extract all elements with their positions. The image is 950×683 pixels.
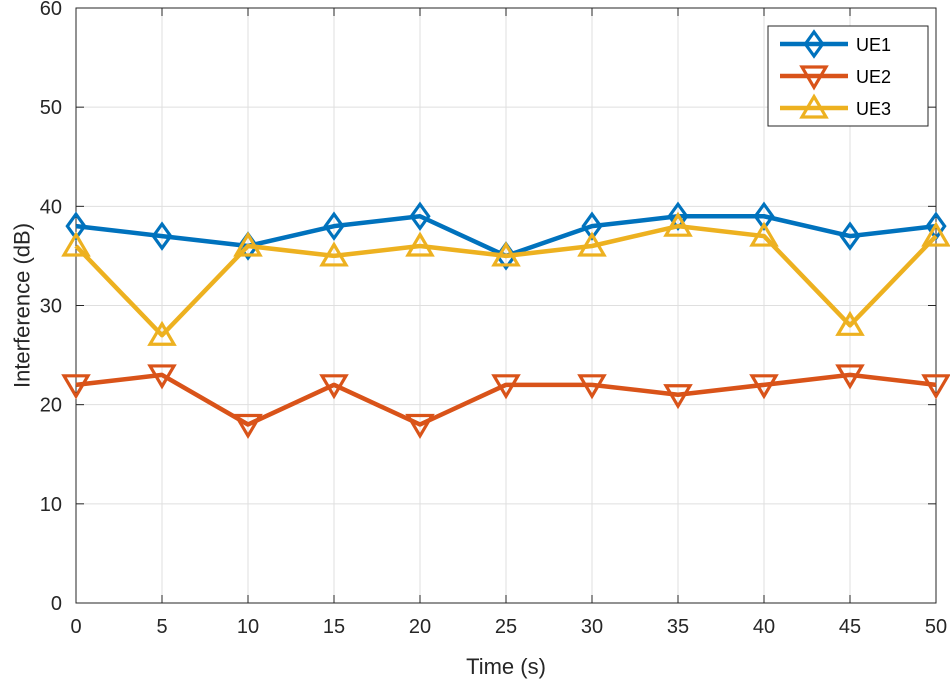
legend-label: UE2 [856,67,891,87]
data-point [61,231,91,257]
x-axis-label: Time (s) [466,654,546,679]
y-tick-label: 20 [40,395,62,417]
series-layer [61,201,950,440]
y-tick-label: 10 [40,494,62,516]
data-point [319,374,349,400]
y-tick-label: 50 [40,97,62,119]
x-tick-label: 10 [237,616,259,638]
data-point [233,413,263,440]
x-axis: 0 5 10 15 20 25 30 35 40 45 50 [70,8,947,638]
y-axis-label: Interference (dB) [10,223,35,388]
y-tick-label: 60 [40,0,62,20]
x-tick-label: 50 [925,616,947,638]
legend-label: UE1 [856,35,891,55]
data-point [491,241,521,267]
x-tick-label: 40 [753,616,775,638]
data-point [151,221,173,251]
x-tick-label: 20 [409,616,431,638]
series-line [75,372,937,427]
data-point [233,231,263,257]
series-ue3 [61,211,950,346]
y-axis: 0 10 20 30 40 50 60 [40,0,936,615]
y-tick-label: 0 [51,593,62,615]
data-point [749,374,779,400]
data-point [663,384,693,410]
data-point [491,374,521,400]
x-tick-label: 30 [581,616,603,638]
legend-item-ue3: UE3 [780,93,891,119]
data-point [835,364,865,390]
legend-item-ue1: UE1 [780,29,891,59]
data-point [405,413,435,440]
data-point [405,231,435,257]
legend-marker [803,29,825,59]
x-tick-label: 25 [495,616,517,638]
y-tick-label: 40 [40,196,62,218]
data-point [921,374,950,400]
data-point [749,221,779,247]
legend-item-ue2: UE2 [780,65,891,91]
data-point [577,374,607,400]
data-point [323,211,345,241]
legend-label: UE3 [856,99,891,119]
data-point [147,364,177,390]
x-tick-label: 35 [667,616,689,638]
data-point [921,221,950,247]
legend-marker [799,65,829,91]
series-ue2 [61,364,950,440]
data-point [409,201,431,231]
data-point [65,211,87,241]
x-tick-label: 15 [323,616,345,638]
x-tick-label: 45 [839,616,861,638]
data-point [61,374,91,400]
legend: UE1 UE2 UE3 [767,25,929,127]
data-point [319,241,349,267]
data-point [577,231,607,257]
x-tick-label: 0 [70,616,81,638]
data-point [147,320,177,346]
legend-marker [799,93,829,119]
data-point [753,201,775,231]
data-point [835,310,865,336]
data-point [581,211,603,241]
data-point [663,211,693,237]
series-line [74,223,938,338]
x-tick-label: 5 [156,616,167,638]
y-tick-label: 30 [40,296,62,318]
data-point [839,221,861,251]
